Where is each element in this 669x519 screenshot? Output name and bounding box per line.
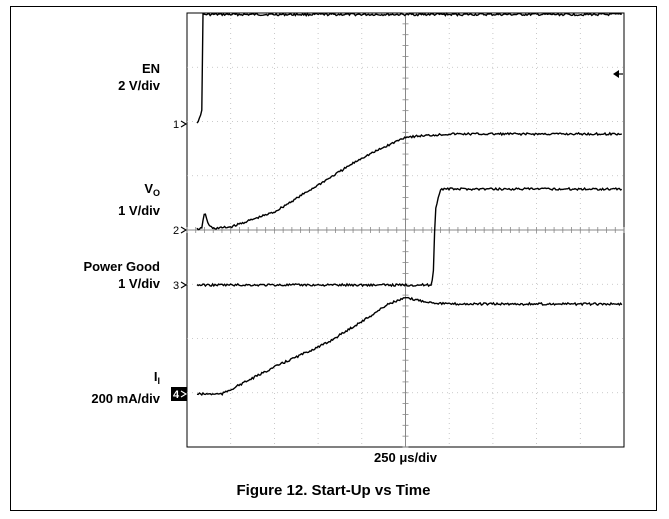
- channel-marker-1: 1: [173, 119, 188, 131]
- trace-3: [196, 186, 623, 288]
- en-label: EN 2 V/div: [90, 60, 160, 94]
- en-name: EN: [141, 61, 160, 76]
- vo-scale: 1 V/div: [118, 203, 160, 218]
- vo-label: VO 1 V/div: [90, 180, 160, 219]
- channel-marker-arrow-icon: [180, 120, 188, 128]
- ii-label: II 200 mA/div: [40, 368, 160, 407]
- trigger-arrow-icon: [613, 70, 619, 78]
- channel-markers: 1 2 3 4: [171, 119, 188, 401]
- trace-4: [196, 296, 623, 396]
- grid: [186, 12, 625, 448]
- ii-subscript: I: [157, 376, 160, 386]
- channel-marker-2: 2: [173, 225, 188, 237]
- traces: [196, 12, 623, 396]
- figure-title: Figure 12. Start-Up vs Time: [236, 482, 431, 499]
- x-axis-label: 250 μs/div: [374, 450, 437, 465]
- ii-name: I: [153, 369, 158, 384]
- pg-scale: 1 V/div: [118, 276, 160, 291]
- vo-subscript: O: [152, 188, 160, 198]
- en-scale: 2 V/div: [118, 78, 160, 93]
- channel-marker-arrow-icon: [180, 390, 188, 398]
- ii-scale: 200 mA/div: [91, 391, 160, 406]
- channel-marker-arrow-icon: [180, 281, 188, 289]
- channel-marker-box: [171, 387, 187, 401]
- channel-marker-arrow-icon: [180, 226, 188, 234]
- figure-frame: [10, 6, 657, 511]
- vo-name: V: [144, 181, 153, 196]
- trace-2: [196, 131, 623, 231]
- trace-1: [196, 12, 622, 124]
- channel-marker-number: 3: [173, 280, 179, 292]
- channel-marker-3: 3: [173, 280, 188, 292]
- channel-marker-4: 4: [171, 387, 188, 401]
- channel-marker-number: 4: [173, 389, 180, 401]
- channel-marker-number: 2: [173, 225, 179, 237]
- pg-label: Power Good 1 V/div: [30, 258, 160, 292]
- channel-marker-number: 1: [173, 119, 179, 131]
- trigger-marker: [613, 70, 623, 78]
- pg-name: Power Good: [83, 259, 160, 274]
